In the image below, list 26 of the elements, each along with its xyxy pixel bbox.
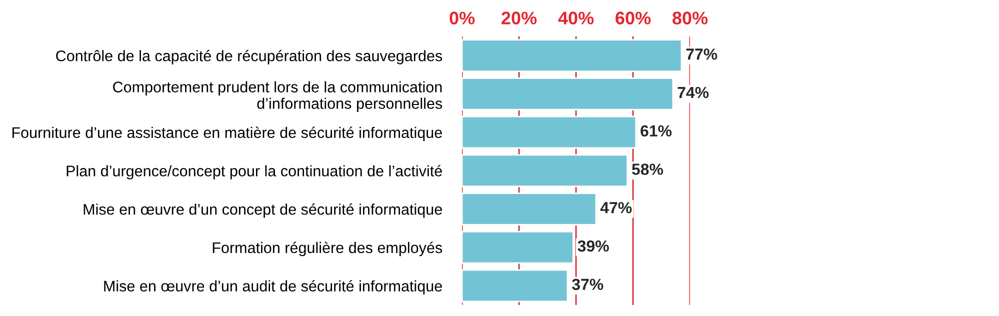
y-tick-label: Mise en œuvre d’un audit de sécurité informatique [104,280,442,295]
data-label: 37% [572,278,604,290]
data-label: 61% [640,125,672,137]
y-tick-label: Comportement prudent lors de la communication d’informations personnelles [113,81,442,112]
bar [462,230,574,264]
x-tick-label: 40% [558,12,594,24]
x-tick-label: 60% [616,12,651,24]
x-tick-label: 20% [502,12,537,24]
y-tick-label: Contrôle de la capacité de récupération des sauvegardes [56,50,442,64]
data-label: 77% [686,48,718,60]
y-tick-label: Fourniture d’une assistance en matière de sécurité informatique [12,126,442,142]
bar [462,154,628,188]
bar [462,192,597,226]
x-tick-label: 0% [450,12,475,24]
bar [462,269,568,302]
data-label: 47% [600,202,632,214]
data-label: 39% [578,240,609,252]
bar [462,39,682,72]
bar [462,116,637,149]
y-tick-label: Formation régulière des employés [212,242,442,256]
data-label: 58% [632,164,664,175]
data-label: 74% [678,86,709,98]
y-tick-label: Mise en œuvre d’un concept de sécurité informatique [84,203,442,218]
bar [462,77,674,110]
x-tick-label: 80% [672,12,708,24]
y-tick-label: Plan d’urgence/concept pour la continuation de l’activité [66,165,442,180]
